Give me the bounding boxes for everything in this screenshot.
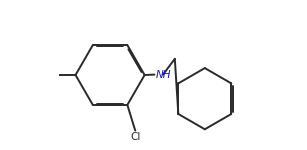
Text: NH: NH [155, 70, 171, 80]
Text: Cl: Cl [130, 132, 140, 142]
